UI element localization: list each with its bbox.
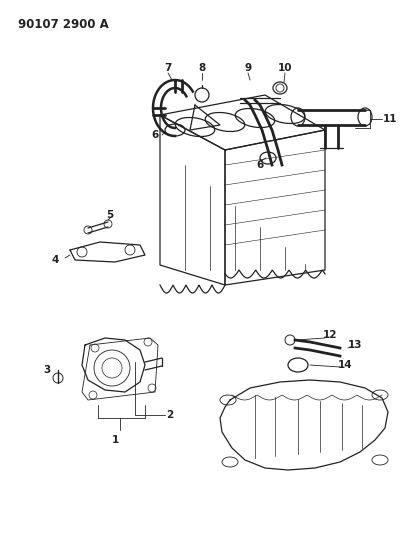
Text: 14: 14 (337, 360, 351, 370)
Text: 12: 12 (322, 330, 336, 340)
Text: 5: 5 (106, 210, 113, 220)
Text: 2: 2 (166, 410, 173, 420)
Text: 1: 1 (111, 435, 118, 445)
Text: 10: 10 (277, 63, 292, 73)
Text: 4: 4 (51, 255, 59, 265)
Text: 9: 9 (244, 63, 251, 73)
Text: 7: 7 (164, 63, 171, 73)
Text: 90107 2900 A: 90107 2900 A (18, 18, 109, 31)
Text: 3: 3 (43, 365, 51, 375)
Text: 11: 11 (382, 114, 396, 124)
Text: 6: 6 (256, 160, 263, 170)
Text: 8: 8 (198, 63, 205, 73)
Text: 13: 13 (347, 340, 361, 350)
Text: 6: 6 (151, 130, 158, 140)
